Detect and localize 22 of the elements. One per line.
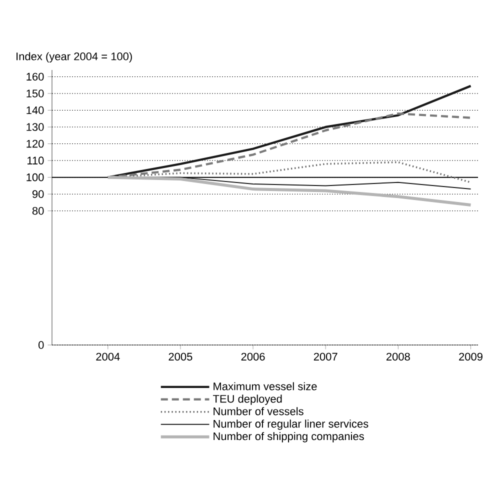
legend-label: Maximum vessel size (214, 382, 317, 390)
x-tick-label: 2008 (386, 352, 410, 361)
y-tick-label: 150 (26, 90, 44, 98)
legend-label: Number of vessels (214, 407, 304, 416)
legend-label: Number of regular liner services (214, 420, 368, 430)
y-tick-label: 80 (32, 206, 44, 215)
y-tick-label: 120 (26, 140, 44, 148)
legend-label: Number of shipping companies (214, 432, 364, 442)
y-tick-label: 160 (26, 72, 44, 81)
y-tick-label: 100 (26, 173, 44, 182)
x-tick-label: 2009 (459, 352, 482, 361)
y-tick-label: 0 (38, 341, 44, 349)
y-tick-label: 90 (32, 190, 44, 198)
x-tick-label: 2004 (96, 352, 120, 361)
y-tick-label: 110 (27, 156, 44, 164)
y-tick-label: 130 (26, 123, 44, 131)
x-tick-label: 2007 (314, 352, 338, 361)
x-tick-label: 2006 (241, 352, 265, 361)
y-tick-label: 140 (26, 106, 44, 114)
x-tick-label: 2005 (168, 352, 192, 361)
legend-label: TEU deployed (212, 394, 282, 405)
y-axis-title: Index (year 2004 = 100) (16, 52, 132, 62)
